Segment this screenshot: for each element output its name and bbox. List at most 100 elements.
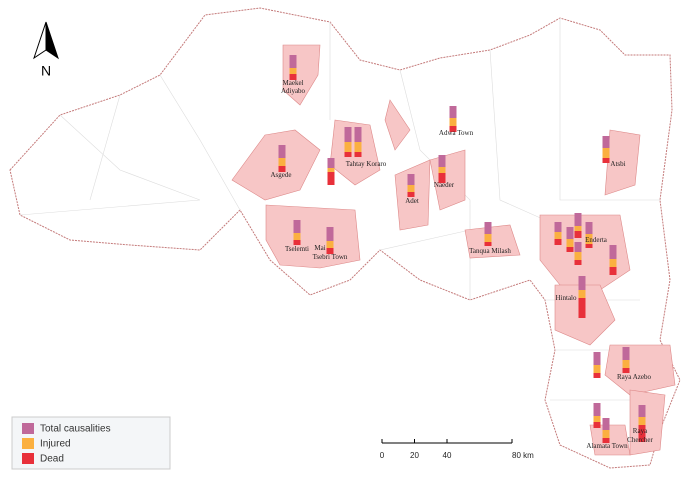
bar-injured bbox=[602, 430, 610, 438]
bar-injured bbox=[293, 233, 301, 240]
scale-label: 0 bbox=[380, 451, 385, 460]
bar-total bbox=[326, 227, 334, 241]
bar-injured bbox=[289, 68, 297, 74]
bar-total bbox=[438, 155, 446, 167]
bar-total bbox=[554, 222, 562, 232]
bar-dead bbox=[593, 422, 601, 428]
legend-swatch bbox=[22, 453, 34, 464]
bar-injured bbox=[407, 185, 415, 192]
bar-dead bbox=[354, 152, 362, 157]
bar-injured bbox=[554, 232, 562, 239]
bar-dead bbox=[293, 240, 301, 245]
place-label: Tahtay Koraro bbox=[346, 160, 387, 168]
scale-label: 80 km bbox=[512, 451, 534, 460]
affected-districts bbox=[231, 44, 676, 456]
bar-injured bbox=[593, 416, 601, 422]
bar-total bbox=[574, 242, 582, 252]
bar-injured bbox=[438, 167, 446, 173]
bar-injured bbox=[327, 168, 335, 172]
bar-injured bbox=[484, 234, 492, 242]
place-label: Adet bbox=[405, 197, 419, 205]
bar-total bbox=[484, 222, 492, 234]
bar-dead bbox=[602, 158, 610, 163]
north-arrow: N bbox=[33, 21, 59, 79]
bar-dead bbox=[593, 373, 601, 378]
place-label: Enderta bbox=[585, 236, 608, 244]
bar-dead bbox=[585, 244, 593, 248]
place-label: Adwa Town bbox=[439, 129, 474, 137]
bar-dead bbox=[609, 267, 617, 275]
bar-total bbox=[609, 245, 617, 259]
bar-total bbox=[289, 55, 297, 68]
place-label: Tanqua Milash bbox=[469, 247, 511, 255]
scale-label: 40 bbox=[443, 451, 452, 460]
bar-dead bbox=[602, 438, 610, 443]
bar-dead bbox=[327, 172, 335, 185]
bar-injured bbox=[326, 241, 334, 248]
bar-dead bbox=[449, 126, 457, 132]
place-label: Adiyabo bbox=[281, 87, 306, 95]
bar-dead bbox=[407, 192, 415, 197]
bar-total bbox=[407, 174, 415, 185]
bar-injured bbox=[278, 158, 286, 166]
bar-injured bbox=[354, 142, 362, 152]
bar-injured bbox=[622, 360, 630, 368]
bar-dead bbox=[574, 260, 582, 265]
place-label: Tsebri Town bbox=[313, 253, 348, 261]
bar-injured bbox=[593, 365, 601, 373]
bar-dead bbox=[326, 248, 334, 254]
bar-injured bbox=[344, 142, 352, 152]
legend-swatch bbox=[22, 423, 34, 434]
bar-dead bbox=[566, 247, 574, 252]
bar-total bbox=[327, 158, 335, 168]
place-label: Chercher bbox=[627, 436, 653, 444]
legend-swatch bbox=[22, 438, 34, 449]
place-label: Asgede bbox=[271, 171, 292, 179]
north-label: N bbox=[41, 63, 51, 79]
place-label: Alamata Town bbox=[586, 442, 628, 450]
place-label: Tselemti bbox=[285, 245, 309, 253]
bar-injured bbox=[578, 290, 586, 298]
bar-total bbox=[449, 106, 457, 118]
legend-box bbox=[11, 416, 171, 470]
bar-total bbox=[574, 213, 582, 226]
bar-dead bbox=[638, 425, 646, 442]
place-label: Maekel bbox=[283, 79, 304, 87]
legend-label: Total causalities bbox=[40, 424, 111, 435]
bar-total bbox=[354, 127, 362, 142]
bar-dead bbox=[289, 74, 297, 80]
bar-injured bbox=[602, 148, 610, 158]
bar-total bbox=[585, 222, 593, 234]
bar-total bbox=[278, 145, 286, 158]
place-label: Naeder bbox=[434, 181, 455, 189]
bar-dead bbox=[438, 173, 446, 183]
bar-injured bbox=[574, 226, 582, 231]
bar-total bbox=[638, 405, 646, 417]
bar-total bbox=[593, 403, 601, 416]
bar-injured bbox=[449, 118, 457, 126]
bar-dead bbox=[484, 242, 492, 246]
bar-total bbox=[602, 136, 610, 148]
bar-dead bbox=[622, 368, 630, 373]
place-label: Raya bbox=[633, 427, 648, 435]
bar-dead bbox=[278, 166, 286, 172]
bar-total bbox=[602, 418, 610, 430]
place-label: Raya Azebo bbox=[617, 373, 652, 381]
place-label: Atsbi bbox=[610, 160, 625, 168]
bar-total bbox=[293, 220, 301, 233]
bar-injured bbox=[574, 252, 582, 260]
bar-total bbox=[622, 347, 630, 360]
scale-label: 20 bbox=[410, 451, 419, 460]
bar-total bbox=[593, 352, 601, 365]
bar-injured bbox=[585, 234, 593, 244]
bar-total bbox=[344, 127, 352, 142]
bar-injured bbox=[609, 259, 617, 267]
bar-injured bbox=[566, 239, 574, 247]
bar-total bbox=[578, 276, 586, 290]
bar-dead bbox=[344, 152, 352, 157]
bar-total bbox=[566, 227, 574, 239]
legend-label: Dead bbox=[40, 454, 64, 465]
bar-dead bbox=[554, 239, 562, 245]
